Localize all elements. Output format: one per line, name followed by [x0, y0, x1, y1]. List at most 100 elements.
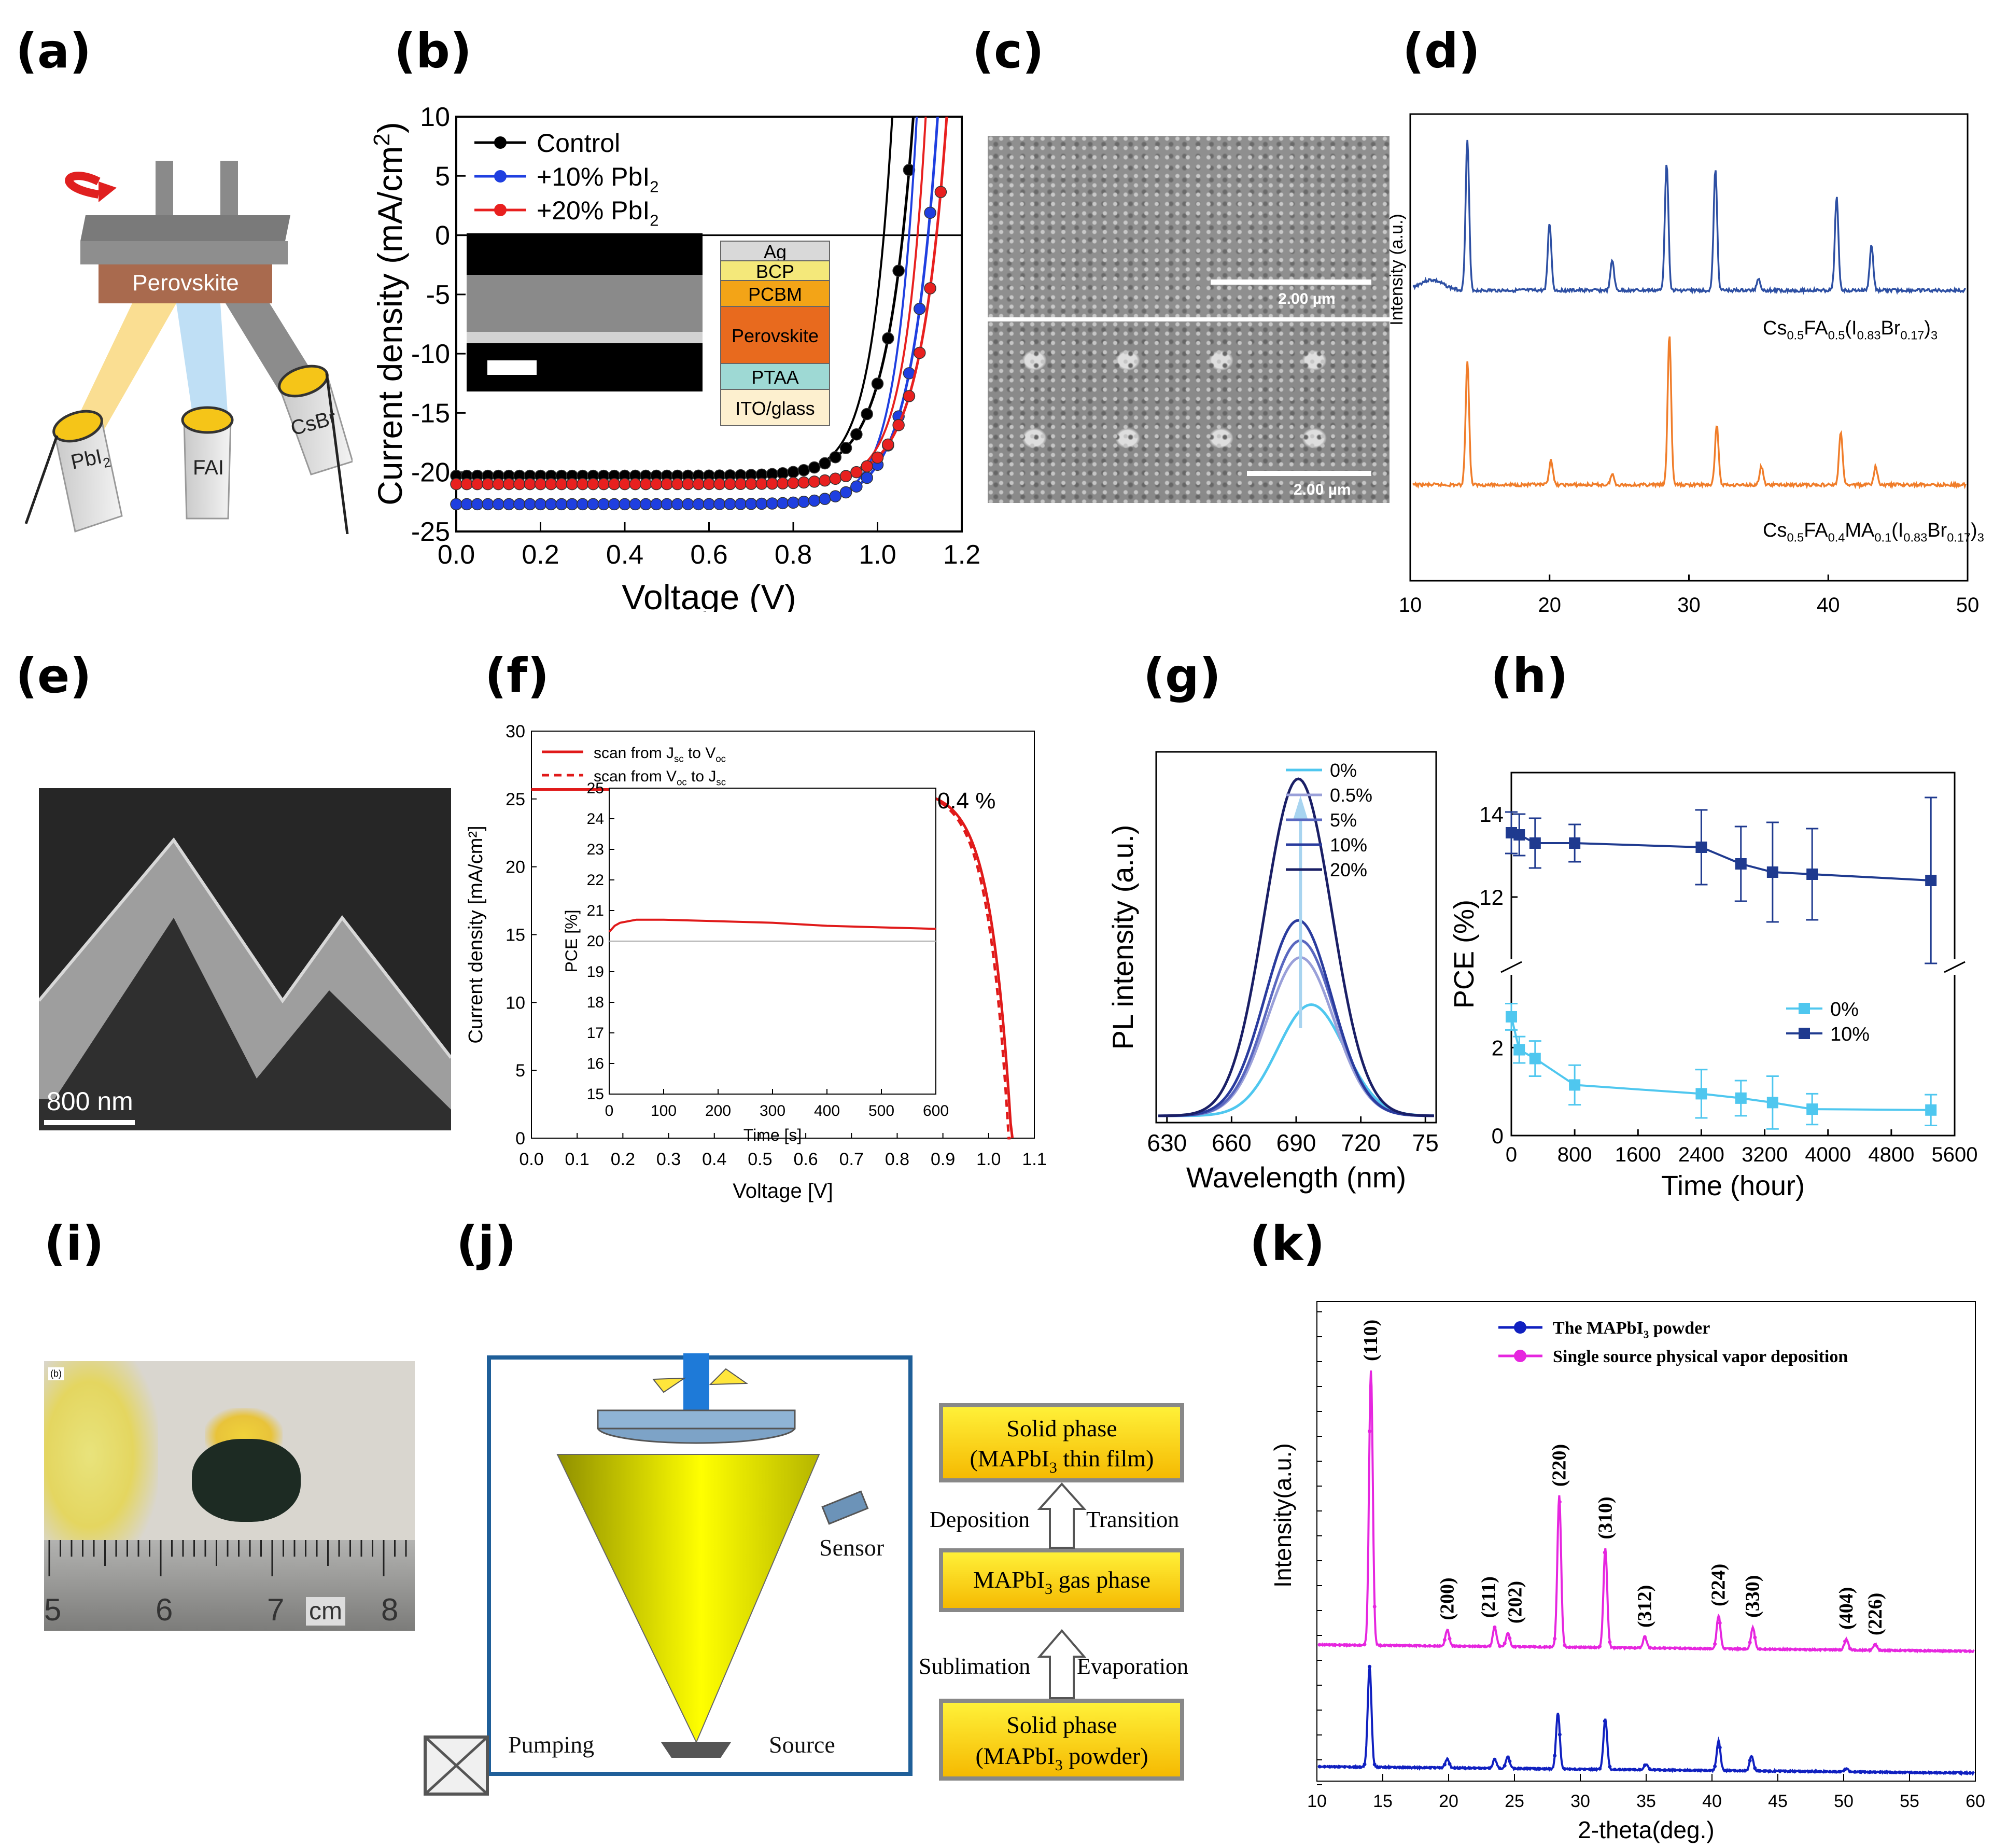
data-point [1763, 1769, 1767, 1773]
inset-sem-film [467, 275, 703, 332]
x-tick-label: 630 [1147, 1129, 1187, 1156]
plot-frame [1510, 772, 1956, 1137]
data-point [1323, 1643, 1327, 1647]
data-point [1527, 1767, 1532, 1771]
data-point [1603, 1719, 1607, 1723]
data-point [1953, 1771, 1957, 1775]
y-tick-label: 10 [506, 993, 525, 1013]
data-point [1733, 1769, 1737, 1773]
data-point [566, 478, 579, 491]
data-point [1563, 1643, 1567, 1647]
data-point [1698, 1646, 1702, 1650]
data-point [776, 467, 789, 480]
source-crucible-csbr: CsBr [278, 365, 353, 475]
data-point [1463, 1766, 1467, 1770]
panel-label-e: (e) [16, 648, 92, 704]
inset-x-tick-label: 400 [814, 1102, 840, 1119]
x-tick-label: 20 [1538, 594, 1562, 617]
xrd-pattern [1412, 139, 1966, 295]
data-point [1683, 1646, 1687, 1650]
legend-marker [494, 204, 507, 216]
data-point [1442, 1638, 1447, 1642]
data-point [1748, 1641, 1752, 1645]
data-point [1823, 1648, 1827, 1652]
data-point [745, 478, 757, 490]
x-tick-label: 0.0 [438, 540, 475, 570]
data-point [1472, 1766, 1477, 1770]
x-tick-label: 0.8 [885, 1150, 909, 1169]
panel-e-sem: 800 nm [39, 788, 451, 1130]
data-point [1357, 1643, 1362, 1647]
data-point [1378, 1643, 1382, 1647]
data-point [1658, 1768, 1662, 1772]
data-point [1933, 1771, 1937, 1775]
data-point [1758, 1769, 1762, 1773]
data-point [1908, 1770, 1912, 1774]
x-axis-label: Voltage (V) [622, 578, 796, 612]
data-point [1542, 1645, 1547, 1649]
data-point [787, 477, 799, 489]
legend-marker [1799, 1003, 1810, 1014]
data-point [1863, 1770, 1867, 1774]
data-point [1688, 1768, 1692, 1772]
legend-label: 0% [1330, 760, 1357, 781]
data-point [1503, 1641, 1507, 1645]
data-point [1898, 1648, 1902, 1653]
x-tick-label: 660 [1212, 1129, 1252, 1156]
data-point [1493, 1625, 1497, 1629]
data-point [577, 478, 589, 491]
data-point [1623, 1646, 1627, 1650]
pl-spectrum [1158, 939, 1434, 1117]
up-arrow-icon [1037, 1629, 1087, 1699]
data-point [1508, 1759, 1512, 1763]
data-point [766, 477, 779, 490]
ruler-number: 6 [156, 1592, 173, 1627]
x-tick-label: 0.4 [702, 1150, 726, 1169]
vapor-cone [556, 1454, 820, 1744]
y-tick-label: -10 [411, 339, 450, 369]
data-point [1803, 1769, 1807, 1773]
panel-b-chart: 0.0 0.2 0.4 0.6 0.8 1.0 1.2 -25 -20 -15 -10 -5 0 5 10 V… [369, 102, 980, 612]
scale-bar [1247, 471, 1371, 476]
data-point [482, 498, 494, 511]
data-point [1633, 1646, 1637, 1650]
y-tick-label: 2 [1492, 1035, 1504, 1060]
panel-label-j: (j) [456, 1216, 516, 1271]
data-point [1963, 1649, 1967, 1653]
data-point [1348, 1643, 1352, 1647]
peak-label: (330) [1742, 1575, 1764, 1618]
scale-label: 2.00 µm [1294, 481, 1351, 498]
data-point [1718, 1745, 1722, 1749]
data-point [787, 496, 799, 509]
data-point [1398, 1644, 1402, 1648]
data-point [1483, 1766, 1487, 1770]
xrd-pattern [1317, 1666, 1975, 1776]
data-point [692, 478, 705, 491]
data-point [1427, 1644, 1431, 1648]
x-tick-label: 0.4 [606, 540, 643, 570]
x-tick-label: 1.2 [943, 540, 980, 570]
data-point [1372, 1604, 1377, 1608]
ruler-number: 7 [267, 1592, 285, 1627]
inset-y-label: PCE [%] [562, 910, 581, 973]
label: The MAPbI3 powder [1553, 1319, 1710, 1341]
data-point [776, 477, 789, 489]
data-point [650, 498, 663, 511]
data-point [1893, 1648, 1897, 1653]
corner-tag: (b) [48, 1367, 64, 1380]
data-point [1958, 1771, 1962, 1775]
data-point [1928, 1649, 1932, 1653]
data-point [587, 498, 599, 511]
y-tick-label: 15 [506, 926, 525, 945]
svg-text:Evaporation: Evaporation [1077, 1654, 1188, 1679]
data-point [724, 498, 736, 510]
data-point [1368, 1664, 1372, 1669]
data-point [1332, 1643, 1337, 1647]
plot-frame [1155, 751, 1437, 1124]
data-point [1848, 1646, 1852, 1650]
data-point [1833, 1648, 1837, 1652]
stack-layer [720, 389, 830, 426]
data-point [1412, 1644, 1416, 1648]
scale-label: 2.00 µm [1278, 290, 1336, 307]
data-point [1678, 1768, 1682, 1772]
